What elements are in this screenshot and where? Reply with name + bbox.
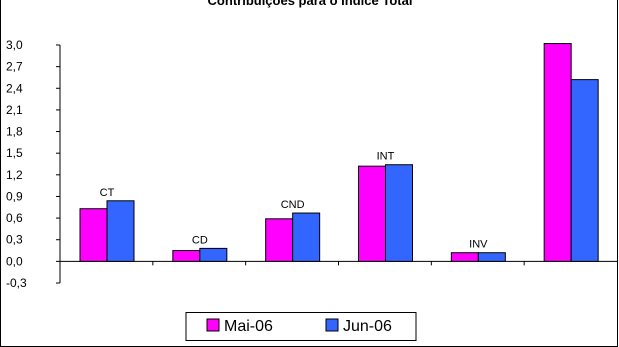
bar-jun-06-inv — [477, 252, 506, 262]
y-tick-label: 1,8 — [6, 125, 23, 139]
chart-title: Contribuições para o Índice Total — [208, 0, 413, 8]
y-axis: 3,0 2,7 2,4 2,1 1,8 1,5 1,2 0,9 0,6 0,3 0,0 -0,3 — [6, 38, 61, 290]
legend-box — [185, 312, 417, 341]
bar-jun-06-cnd — [292, 212, 321, 262]
y-tick-label: 1,2 — [6, 168, 23, 182]
bar-jun-06-cd — [199, 247, 228, 262]
y-tick-label: 0,0 — [6, 254, 23, 268]
y-tick-label: 0,3 — [6, 233, 23, 247]
bar-jun-06-int — [385, 164, 413, 262]
bar-jun-06-blank — [570, 79, 599, 262]
bar-jun-06-ct — [106, 200, 135, 262]
category-label-int: INT — [377, 151, 395, 163]
bar-mai-06-ct — [79, 208, 108, 262]
bar-mai-06-int — [358, 165, 386, 262]
y-tick-label: -0,3 — [6, 276, 27, 290]
bar-mai-06-inv — [450, 252, 479, 262]
category-labels: CT CD CND INT INV — [100, 151, 488, 251]
y-tick-label: 1,5 — [6, 146, 23, 160]
category-label-cd: CD — [192, 234, 208, 246]
y-tick-label: 2,1 — [6, 103, 23, 117]
bar-mai-06-blank — [543, 43, 572, 262]
legend-swatch-jun-06 — [325, 318, 339, 332]
category-label-ct: CT — [100, 187, 115, 199]
y-tick-label: 3,0 — [6, 38, 23, 52]
x-axis — [60, 260, 617, 266]
legend-swatch-mai-06 — [206, 318, 220, 332]
bar-mai-06-cnd — [265, 218, 294, 262]
bar-mai-06-cd — [172, 250, 201, 262]
legend: Mai-06 Jun-06 — [185, 312, 417, 341]
bar-series — [79, 43, 599, 262]
category-label-cnd: CND — [281, 199, 305, 211]
legend-label-mai-06: Mai-06 — [224, 318, 273, 335]
y-tick-label: 2,7 — [6, 60, 23, 74]
y-tick-label: 0,6 — [6, 211, 23, 225]
category-label-inv: INV — [469, 239, 488, 251]
y-tick-label: 0,9 — [6, 189, 23, 203]
y-tick-label: 2,4 — [6, 81, 23, 95]
legend-label-jun-06: Jun-06 — [343, 318, 392, 335]
